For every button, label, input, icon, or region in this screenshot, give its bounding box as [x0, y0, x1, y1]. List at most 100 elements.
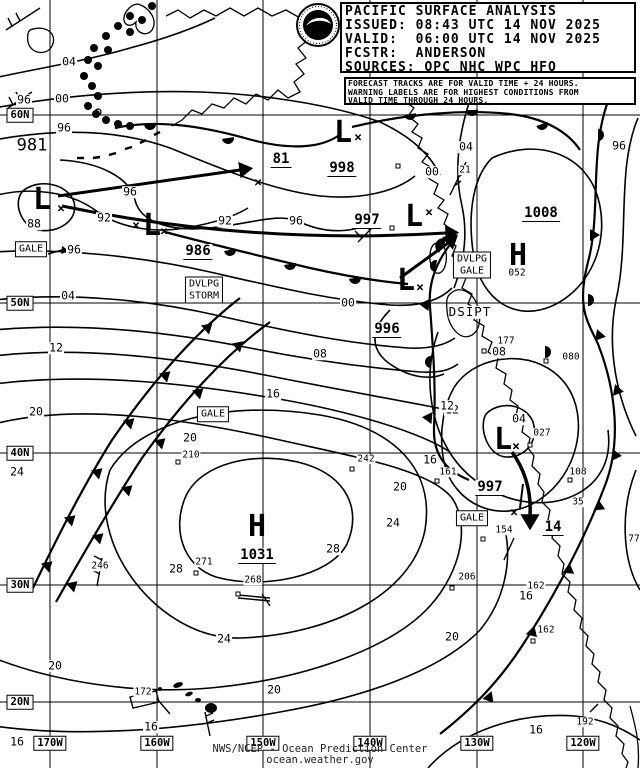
isobar-label: 96 [288, 213, 304, 228]
position-x-mark: × [354, 130, 362, 146]
latitude-label: 20N [6, 694, 34, 710]
header-box: PACIFIC SURFACE ANALYSIS ISSUED: 08:43 U… [340, 2, 636, 75]
longitude-label: 160W [140, 735, 174, 751]
isobar-label: 88 [26, 216, 42, 231]
station-label: 192 [575, 716, 595, 728]
pressure-label: 1008 [522, 205, 560, 222]
low-symbol: L [396, 263, 416, 298]
station-label: 177 [496, 335, 516, 347]
isobar-label: 16 [528, 722, 544, 737]
pressure-label: 81 [270, 151, 292, 168]
high-symbol: H [247, 509, 267, 544]
low-symbol: L [404, 199, 424, 234]
isobar-label: 04 [60, 288, 76, 303]
latitude-label: 60N [6, 107, 34, 123]
isobar-label: 96 [611, 138, 627, 153]
isobar-label: 08 [312, 346, 328, 361]
low-symbol: L [142, 208, 162, 243]
isobar-label: 96 [66, 242, 82, 257]
longitude-label: 150W [246, 735, 280, 751]
hawaii-islands [158, 682, 217, 713]
low-symbol: L [493, 422, 513, 457]
annotation-label: DSIPT [448, 303, 492, 319]
position-x-mark: × [425, 205, 433, 221]
station-label: 154 [494, 524, 514, 536]
station-label: 162 [536, 624, 556, 636]
isobar-label: 00 [340, 295, 356, 310]
isobar-label: 12 [439, 398, 455, 413]
footer-agency: NWS/NCEP - Ocean Prediction Center [212, 743, 428, 755]
notice-box: FORECAST TRACKS ARE FOR VALID TIME + 24 … [344, 77, 636, 105]
isobar-layer [0, 17, 640, 768]
pressure-label: 997 [352, 212, 382, 229]
latitude-label: 30N [6, 577, 34, 593]
isobar-label: 20 [182, 430, 198, 445]
station-label: 052 [507, 267, 527, 279]
station-label: 271 [194, 556, 214, 568]
position-x-mark: × [254, 175, 262, 191]
isobar-label: 96 [56, 120, 72, 135]
station-label: 206 [457, 571, 477, 583]
isobar-label: 00 [54, 91, 70, 106]
longitude-label: 170W [33, 735, 67, 751]
position-x-mark: × [510, 505, 518, 521]
station-label: 210 [181, 449, 201, 461]
isobar-label: 24 [385, 515, 401, 530]
pressure-label: 997 [475, 479, 505, 496]
isobar-label: 28 [325, 541, 341, 556]
station-label: 21 [458, 164, 472, 176]
isobar-label: 16 [422, 452, 438, 467]
isobar-label: 16 [143, 719, 159, 734]
isobar-label: 96 [122, 184, 138, 199]
low-symbol: L [32, 182, 52, 217]
ice-edge-dots [80, 2, 156, 130]
isobar-label: 20 [47, 658, 63, 673]
pressure-label: 998 [327, 160, 357, 177]
station-label: 268 [243, 574, 263, 586]
isobar-label: 24 [216, 631, 232, 646]
isobar-label: 20 [444, 629, 460, 644]
warning-label-box: GALE [196, 406, 230, 422]
noaa-logo [296, 3, 340, 47]
station-label: 172 [133, 686, 153, 698]
isobar-label: 96 [16, 92, 32, 107]
warning-label-box: GALE [14, 241, 48, 257]
isobar-label: 16 [9, 734, 25, 749]
position-x-mark: × [57, 201, 65, 217]
isobar-label: 20 [392, 479, 408, 494]
isobar-label: 24 [9, 464, 25, 479]
longitude-label: 140W [353, 735, 387, 751]
station-label: 162 [526, 580, 546, 592]
isobar-label: 12 [48, 340, 64, 355]
front-pips [40, 109, 625, 707]
high-symbol: H [508, 238, 528, 273]
isobar-label: 16 [265, 386, 281, 401]
pressure-label: 996 [372, 321, 402, 338]
warning-label-box: GALE [455, 510, 489, 526]
coastline-layer [26, 3, 640, 768]
isobar-label: 16 [518, 588, 534, 603]
isobar-label: 04 [511, 411, 527, 426]
warning-label-box: DVLPG STORM [184, 276, 224, 304]
isobar-label: 20 [266, 682, 282, 697]
station-label: 35 [571, 496, 585, 508]
station-label: 027 [532, 427, 552, 439]
footer: NWS/NCEP - Ocean Prediction Center ocean… [0, 744, 640, 766]
isobar-label: 92 [217, 213, 233, 228]
latitude-label: 50N [6, 295, 34, 311]
pressure-label: 986 [183, 243, 213, 260]
pressure-label: 981 [14, 135, 50, 156]
isobar-label: 00 [424, 164, 440, 179]
low-symbol: L [333, 115, 353, 150]
position-x-mark: × [416, 280, 424, 296]
longitude-label: 120W [566, 735, 600, 751]
station-label: 080 [561, 351, 581, 363]
isobar-label: 28 [168, 561, 184, 576]
position-x-mark: × [512, 439, 520, 455]
isobar-label: 92 [96, 210, 112, 225]
isobar-label: 08 [491, 344, 507, 359]
station-label: 246 [90, 560, 110, 572]
